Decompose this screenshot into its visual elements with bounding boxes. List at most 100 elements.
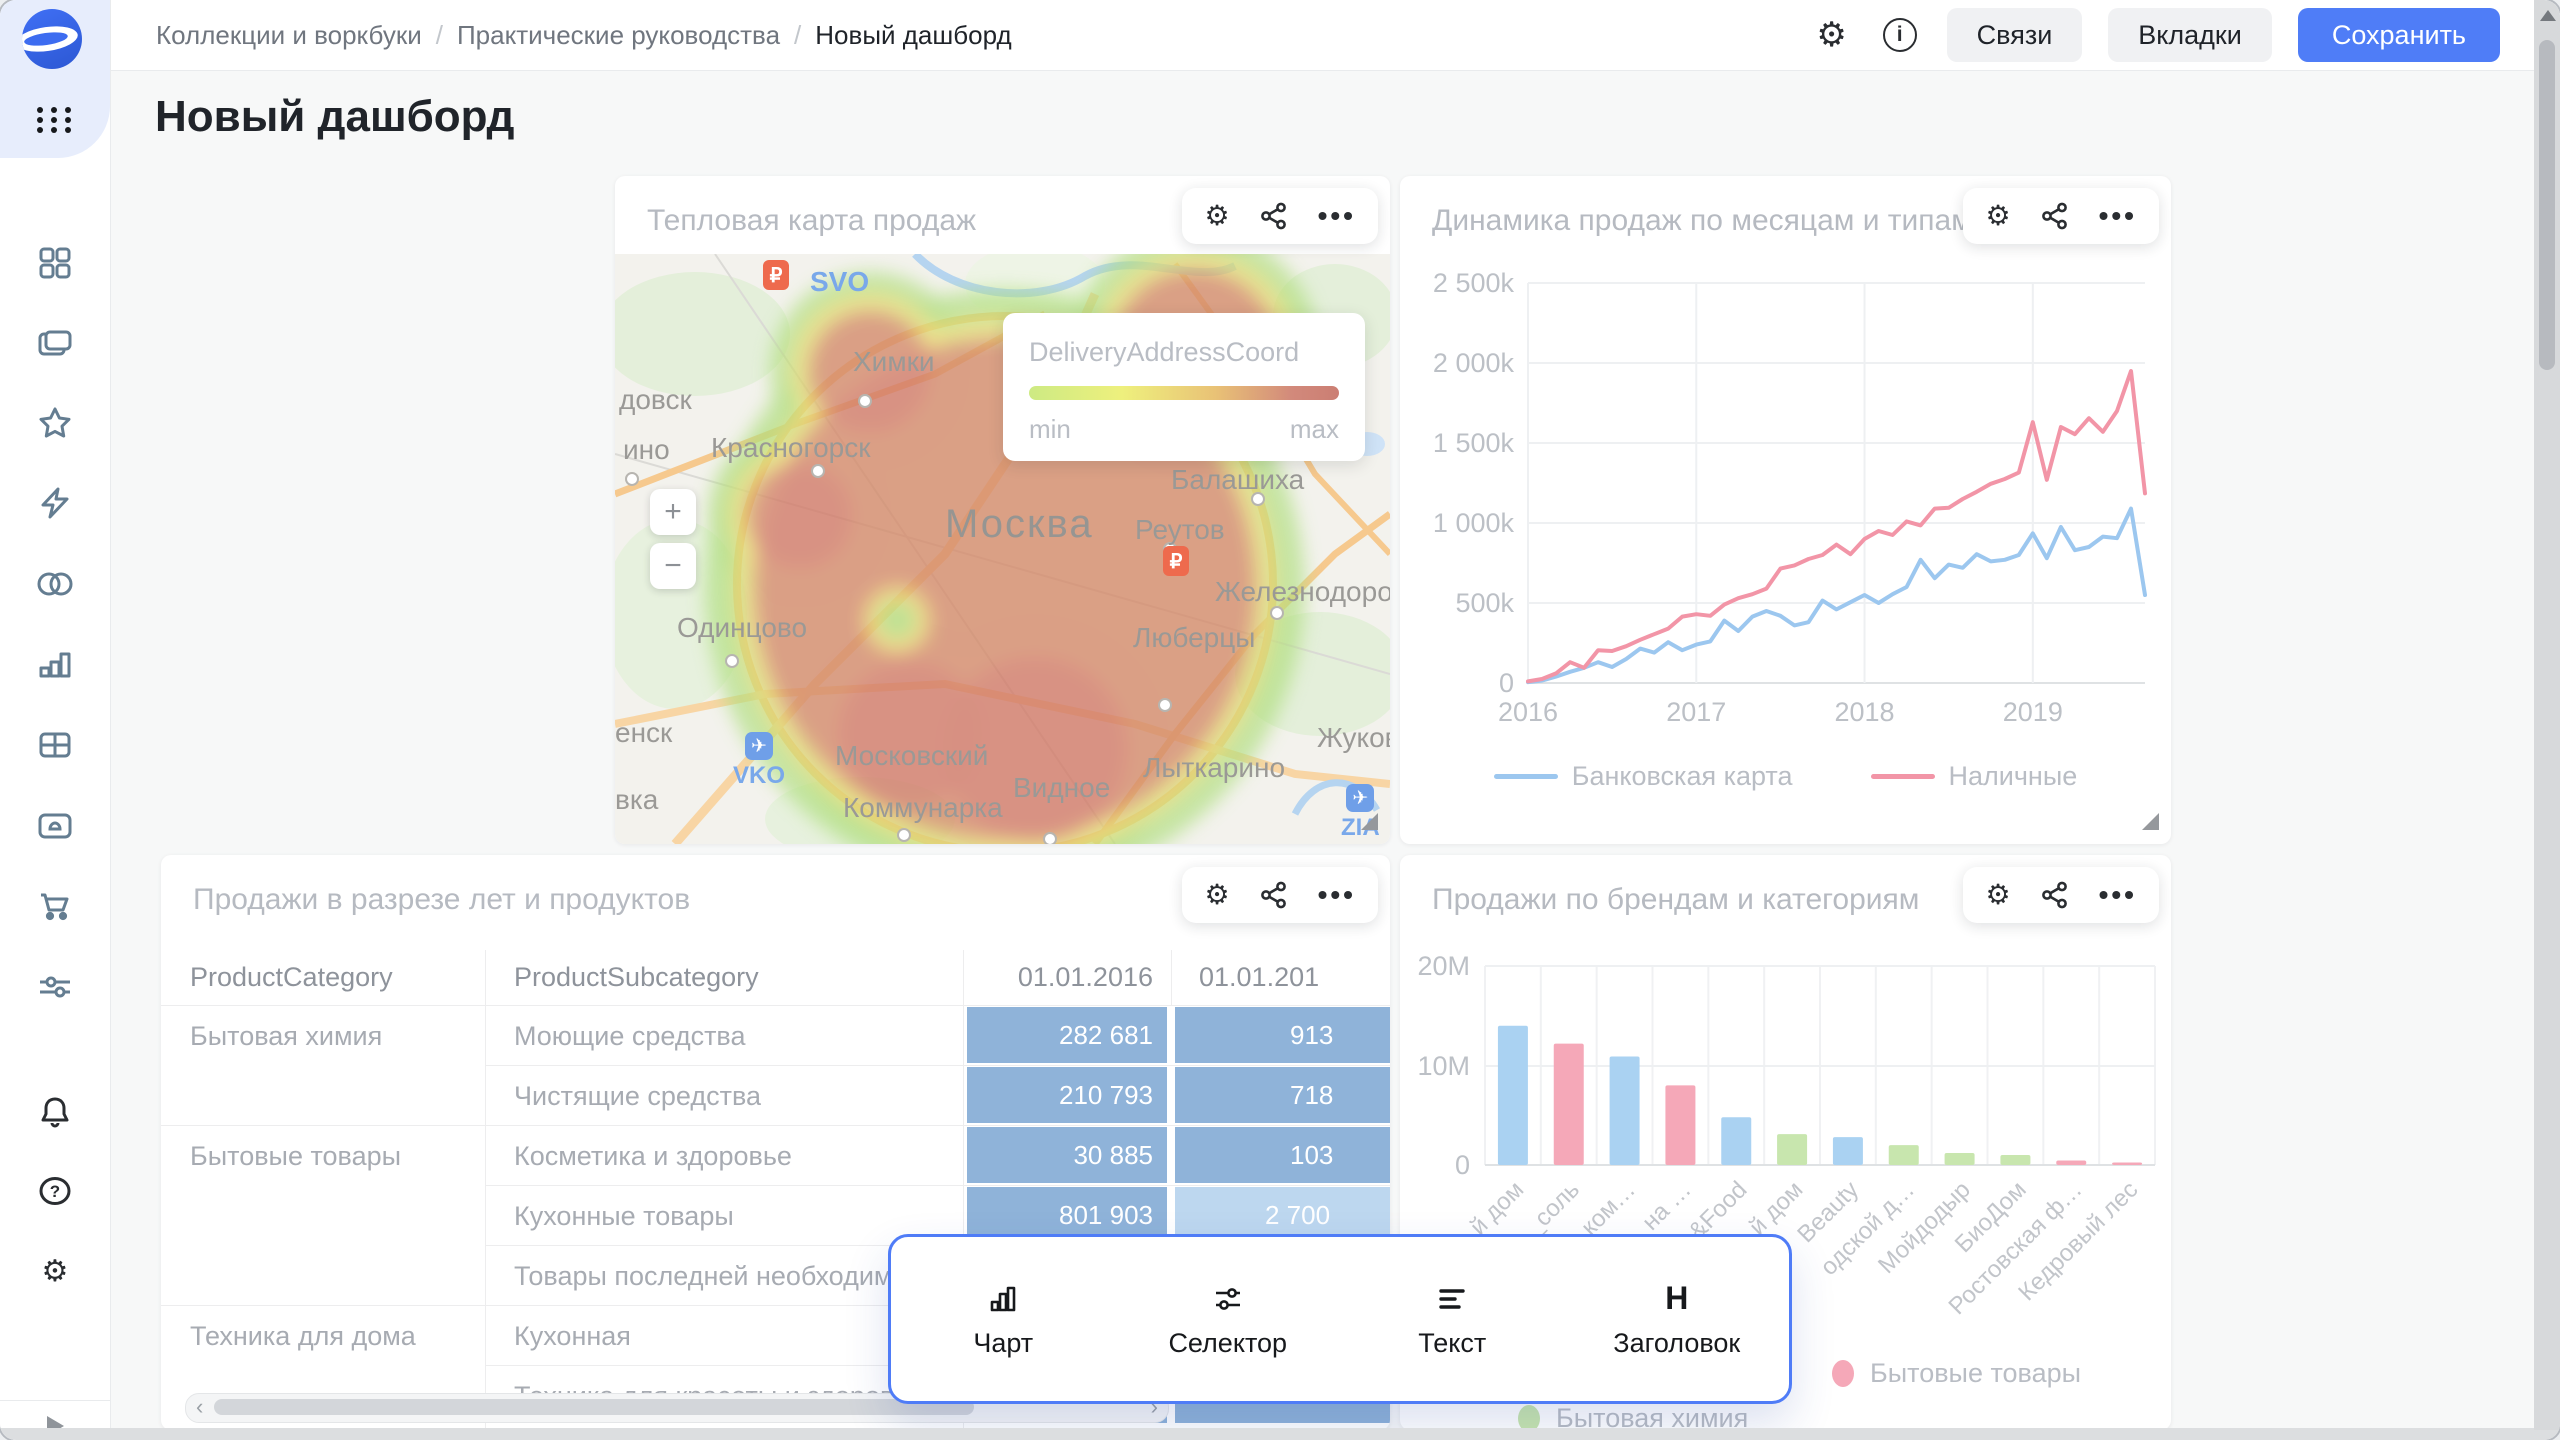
toolbar-item-header[interactable]: H Заголовок xyxy=(1565,1280,1790,1359)
table-cell-subcategory[interactable]: Кухонная xyxy=(514,1321,631,1351)
legend-item[interactable]: Банковская карта xyxy=(1493,761,1793,792)
widget-resize-handle[interactable] xyxy=(2142,813,2159,830)
map-label: Железнодорожны xyxy=(1215,576,1390,607)
widget-share-icon[interactable] xyxy=(1260,881,1288,909)
legend-swatch xyxy=(1832,1360,1854,1387)
table-cell-subcategory[interactable]: Косметика и здоровье xyxy=(514,1141,792,1171)
breadcrumb-item[interactable]: Практические руководства xyxy=(456,19,781,50)
sidebar-item-gear[interactable]: ⚙ xyxy=(0,1249,110,1293)
widget-share-icon[interactable] xyxy=(1260,202,1288,230)
toolbar-item-selector[interactable]: Селектор xyxy=(1116,1280,1341,1359)
widget-share-icon[interactable] xyxy=(2041,202,2069,230)
widget-more-icon[interactable]: ••• xyxy=(1317,879,1356,910)
widget-line-chart[interactable]: Динамика продаж по месяцам и типам ⚙ •••… xyxy=(1400,176,2171,844)
airplane-icon: ✈ xyxy=(1346,784,1375,812)
breadcrumb: Коллекции и воркбуки / Практические руково… xyxy=(156,0,1012,70)
sidebar-item-grid-squares[interactable] xyxy=(0,241,110,285)
scrollbar-thumb[interactable] xyxy=(214,1399,974,1415)
sidebar-item-bell[interactable] xyxy=(0,1090,110,1134)
links-button[interactable]: Связи xyxy=(1946,8,2083,62)
apps-grid-icon[interactable] xyxy=(37,107,73,133)
info-button[interactable]: i xyxy=(1879,14,1921,56)
sidebar-item-datasets[interactable] xyxy=(0,562,110,606)
table-cell-value[interactable]: 718 xyxy=(1175,1067,1390,1123)
sidebar-item-collections[interactable] xyxy=(0,320,110,364)
column-header[interactable]: ProductSubcategory xyxy=(514,962,759,992)
table-cell-subcategory[interactable]: Кухонные товары xyxy=(514,1201,734,1231)
scrollbar-thumb[interactable] xyxy=(2539,40,2555,370)
sidebar-item-charts[interactable] xyxy=(0,642,110,686)
table-cell-value[interactable]: 210 793 xyxy=(967,1067,1167,1123)
breadcrumb-separator: / xyxy=(794,19,802,50)
table-cell-subcategory[interactable]: Чистящие средства xyxy=(514,1081,761,1111)
sidebar-item-lightning[interactable] xyxy=(0,481,110,525)
widget-table[interactable]: Продажи в разрезе лет и продуктов ⚙ ••• … xyxy=(161,855,1390,1430)
column-header[interactable]: ProductCategory xyxy=(190,962,393,992)
toolbar-item-text[interactable]: Текст xyxy=(1340,1280,1565,1359)
widget-more-icon[interactable]: ••• xyxy=(2098,200,2137,231)
widget-title: Тепловая карта продаж xyxy=(647,204,977,237)
toolbar-item-chart[interactable]: Чарт xyxy=(891,1280,1116,1359)
widget-actions: ⚙ ••• xyxy=(1963,867,2159,923)
table-cell-value[interactable]: 801 903 xyxy=(967,1187,1167,1243)
map-zoom-in-button[interactable]: + xyxy=(650,489,696,535)
svg-text:1 000k: 1 000k xyxy=(1433,508,1515,538)
table-cell-category[interactable]: Бытовые товары xyxy=(190,1141,402,1171)
scroll-left-icon[interactable]: ‹ xyxy=(196,1394,204,1419)
legend-item[interactable]: Бытовая химия xyxy=(1518,1403,1748,1430)
save-button[interactable]: Сохранить xyxy=(2297,8,2500,62)
column-header[interactable]: 01.01.201 xyxy=(1199,962,1320,992)
table-cell-value[interactable]: 282 681 xyxy=(967,1007,1167,1063)
map-city-dot xyxy=(811,464,825,478)
breadcrumb-item[interactable]: Новый дашборд xyxy=(815,19,1012,50)
widget-settings-icon[interactable]: ⚙ xyxy=(1985,200,2011,231)
map-label: ино xyxy=(623,434,670,465)
widget-more-icon[interactable]: ••• xyxy=(1317,200,1356,231)
table-cell-value[interactable]: 30 885 xyxy=(967,1127,1167,1183)
table-cell-category[interactable]: Бытовая химия xyxy=(190,1021,383,1051)
table-cell-value[interactable]: 2 700 xyxy=(1175,1187,1390,1243)
scroll-up-icon[interactable] xyxy=(2540,10,2556,21)
sidebar-item-marketplace[interactable] xyxy=(0,884,110,928)
heatmap-map[interactable]: SVO Химки довск ино Красногорск Москва Балаших… xyxy=(615,254,1390,844)
map-label: довск xyxy=(619,384,692,415)
legend-item[interactable]: Наличные xyxy=(1870,761,2077,792)
map-label: Химки xyxy=(853,346,935,377)
map-zoom-out-button[interactable]: − xyxy=(650,543,696,589)
widget-more-icon[interactable]: ••• xyxy=(2098,879,2137,910)
settings-button[interactable]: ⚙ xyxy=(1811,14,1853,56)
widget-title: Динамика продаж по месяцам и типам xyxy=(1432,204,1972,237)
table-cell-category[interactable]: Техника для дома xyxy=(190,1321,416,1351)
sidebar-item-storage[interactable] xyxy=(0,804,110,848)
table-cell-subcategory[interactable]: Товары последней необходимо xyxy=(514,1261,908,1291)
widget-settings-icon[interactable]: ⚙ xyxy=(1985,879,2011,910)
tabs-button[interactable]: Вкладки xyxy=(2108,8,2272,62)
window-horizontal-scrollbar[interactable] xyxy=(0,1428,2560,1440)
scroll-right-icon[interactable]: › xyxy=(1150,1394,1158,1419)
widget-heatmap[interactable]: Тепловая карта продаж ⚙ ••• SVO Химки довс… xyxy=(615,176,1390,844)
selector-icon xyxy=(1213,1280,1243,1314)
legend-item[interactable]: Бытовые товары xyxy=(1832,1358,2081,1389)
window-vertical-scrollbar[interactable] xyxy=(2534,0,2560,1430)
breadcrumb-item[interactable]: Коллекции и воркбуки xyxy=(156,19,422,50)
sidebar-item-table[interactable] xyxy=(0,723,110,767)
widget-settings-icon[interactable]: ⚙ xyxy=(1204,200,1230,231)
table-cell-subcategory[interactable]: Моющие средства xyxy=(514,1021,746,1051)
widget-share-icon[interactable] xyxy=(2041,881,2069,909)
sidebar-item-help[interactable]: ? xyxy=(0,1169,110,1213)
column-header[interactable]: 01.01.2016 xyxy=(1017,962,1153,992)
svg-text:1 500k: 1 500k xyxy=(1433,428,1515,458)
svg-text:ком…: ком… xyxy=(1576,1176,1641,1241)
widget-settings-icon[interactable]: ⚙ xyxy=(1204,879,1230,910)
map-label: Одинцово xyxy=(677,612,808,643)
page-title: Новый дашборд xyxy=(155,92,515,141)
table-cell-value[interactable]: 103 xyxy=(1175,1127,1390,1183)
sidebar-item-services[interactable] xyxy=(0,965,110,1009)
table-cell-value[interactable]: 913 xyxy=(1175,1007,1390,1063)
widget-resize-handle[interactable] xyxy=(1361,813,1378,830)
sidebar-item-star[interactable] xyxy=(0,401,110,445)
map-city-dot xyxy=(1251,492,1265,506)
legend-swatch xyxy=(1493,774,1558,779)
datalens-logo[interactable] xyxy=(22,9,82,69)
